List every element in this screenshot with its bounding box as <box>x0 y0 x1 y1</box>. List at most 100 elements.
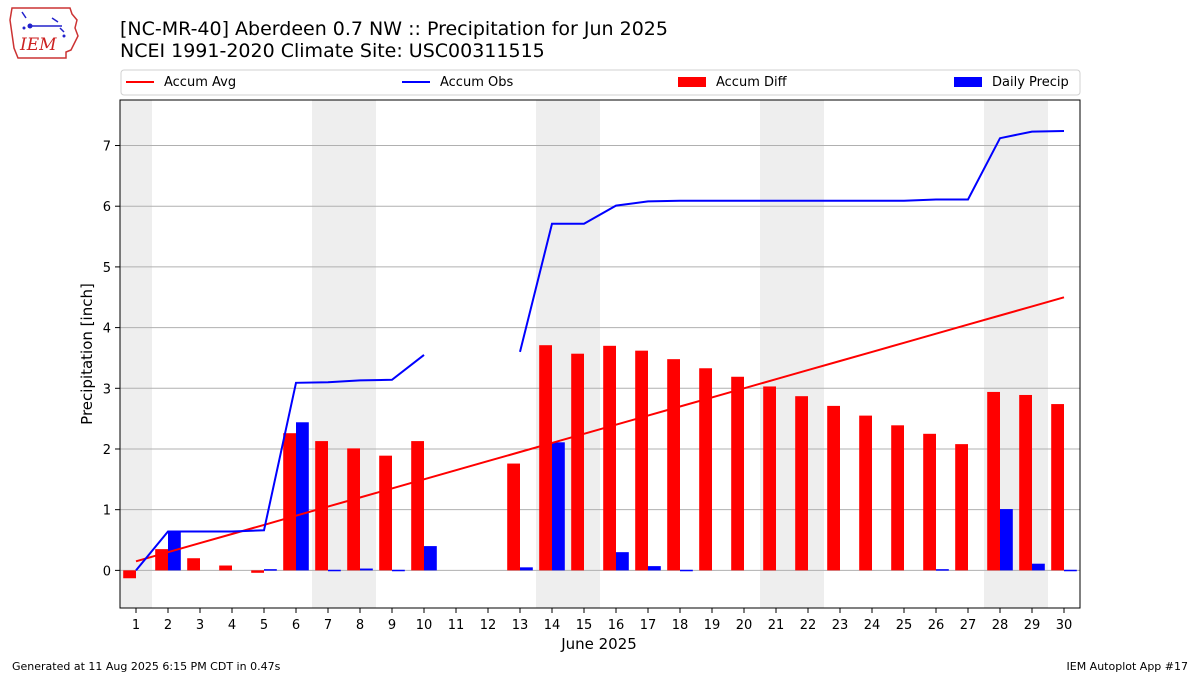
daily-precip-bar <box>616 552 629 571</box>
app-label: IEM Autoplot App #17 <box>1066 660 1189 673</box>
x-axis-label: June 2025 <box>560 635 637 653</box>
plot-frame <box>119 99 1081 609</box>
accum-diff-bar <box>251 570 264 573</box>
daily-precip-bar <box>328 569 341 572</box>
accum-diff-bar <box>315 441 328 571</box>
accum-diff-bar <box>635 350 648 571</box>
x-tick-label: 30 <box>1056 618 1073 633</box>
accum-diff-bar <box>1051 404 1064 571</box>
accum-obs-line <box>519 130 1065 353</box>
accum-diff-bar <box>187 558 200 571</box>
x-tick-label: 26 <box>928 618 945 633</box>
x-tick-label: 18 <box>672 618 689 633</box>
accum-diff-bar <box>507 463 520 571</box>
accum-diff-bar <box>283 433 296 571</box>
accum-diff-bar <box>123 570 136 579</box>
accum-diff-bar <box>795 396 808 571</box>
x-tick-label: 22 <box>800 618 817 633</box>
x-tick-label: 28 <box>992 618 1009 633</box>
chart-subtitle: NCEI 1991-2020 Climate Site: USC00311515 <box>120 40 545 62</box>
y-tick-label: 2 <box>103 443 111 458</box>
accum-diff-bar <box>923 433 936 571</box>
daily-precip-bar <box>520 567 533 571</box>
x-tick-label: 1 <box>132 618 140 633</box>
accum-diff-bar <box>827 405 840 571</box>
x-tick-label: 10 <box>416 618 433 633</box>
daily-precip-bar <box>680 569 693 572</box>
legend: Accum Avg Accum Obs Accum Diff Daily Pre… <box>120 69 1081 96</box>
x-tick-label: 20 <box>736 618 753 633</box>
accum-diff-bar <box>347 448 360 571</box>
x-tick-label: 2 <box>164 618 172 633</box>
x-tick-label: 25 <box>896 618 913 633</box>
legend-accum-avg: Accum Avg <box>164 75 236 90</box>
accum-diff-bar <box>955 444 968 571</box>
x-tick-label: 8 <box>356 618 364 633</box>
x-tick-label: 21 <box>768 618 785 633</box>
accum-diff-bar <box>219 565 232 571</box>
x-tick-label: 6 <box>292 618 300 633</box>
daily-precip-bar <box>1064 569 1077 572</box>
x-tick-label: 11 <box>448 618 465 633</box>
daily-precip-bar <box>360 568 373 571</box>
daily-precip-bar <box>424 546 437 571</box>
x-tick-label: 15 <box>576 618 593 633</box>
x-tick-label: 14 <box>544 618 561 633</box>
legend-daily-precip-swatch <box>954 77 982 87</box>
x-tick-label: 27 <box>960 618 977 633</box>
x-tick-label: 19 <box>704 618 721 633</box>
grid-lines <box>120 145 1080 571</box>
y-tick-label: 4 <box>103 322 111 337</box>
logo-text: IEM <box>19 35 57 55</box>
accum-diff-bar <box>987 391 1000 571</box>
iowa-map-icon: IEM <box>9 7 79 59</box>
y-axis-label: Precipitation [inch] <box>78 283 96 425</box>
x-tick-label: 5 <box>260 618 268 633</box>
legend-accum-obs: Accum Obs <box>440 75 513 90</box>
y-tick-label: 6 <box>103 200 111 215</box>
accum-diff-bar <box>763 386 776 571</box>
accum-diff-bar <box>731 376 744 571</box>
legend-daily-precip: Daily Precip <box>992 75 1069 90</box>
daily-precip-bar <box>552 442 565 571</box>
daily-precip-bar <box>296 422 309 571</box>
accum-diff-bar <box>603 345 616 571</box>
accum-diff-bar <box>379 455 392 571</box>
accum-diff-bar <box>411 441 424 571</box>
x-tick-label: 16 <box>608 618 625 633</box>
daily-precip-bar <box>1000 509 1013 571</box>
x-tick-label: 9 <box>388 618 396 633</box>
accum-diff-bar <box>859 415 872 571</box>
daily-precip-bar <box>936 569 949 571</box>
generated-timestamp: Generated at 11 Aug 2025 6:15 PM CDT in … <box>12 660 281 673</box>
daily-precip-bar <box>392 569 405 572</box>
y-tick-label: 1 <box>103 504 111 519</box>
y-tick-label: 7 <box>103 140 111 155</box>
accum-diff-bar <box>667 359 680 571</box>
x-tick-label: 12 <box>480 618 497 633</box>
x-tick-label: 4 <box>228 618 236 633</box>
x-tick-label: 13 <box>512 618 529 633</box>
accum-diff-bar <box>1019 394 1032 571</box>
accum-avg-line <box>135 296 1065 563</box>
legend-accum-diff-swatch <box>678 77 706 87</box>
daily-precip-bar <box>264 569 277 571</box>
x-tick-label: 23 <box>832 618 849 633</box>
chart-title: [NC-MR-40] Aberdeen 0.7 NW :: Precipitat… <box>120 18 668 40</box>
accum-diff-bar <box>699 368 712 571</box>
x-tick-label: 7 <box>324 618 332 633</box>
x-tick-label: 17 <box>640 618 657 633</box>
x-tick-label: 24 <box>864 618 881 633</box>
daily-precip-bar <box>1032 563 1045 571</box>
accum-diff-bar <box>891 425 904 571</box>
weekend-shade <box>120 100 152 608</box>
x-tick-label: 29 <box>1024 618 1041 633</box>
y-tick-label: 3 <box>103 382 111 397</box>
y-tick-label: 5 <box>103 261 111 276</box>
series-lines <box>135 130 1065 572</box>
legend-accum-diff: Accum Diff <box>716 75 788 90</box>
accum-obs-line <box>135 354 425 572</box>
iem-logo: IEM <box>8 6 82 64</box>
